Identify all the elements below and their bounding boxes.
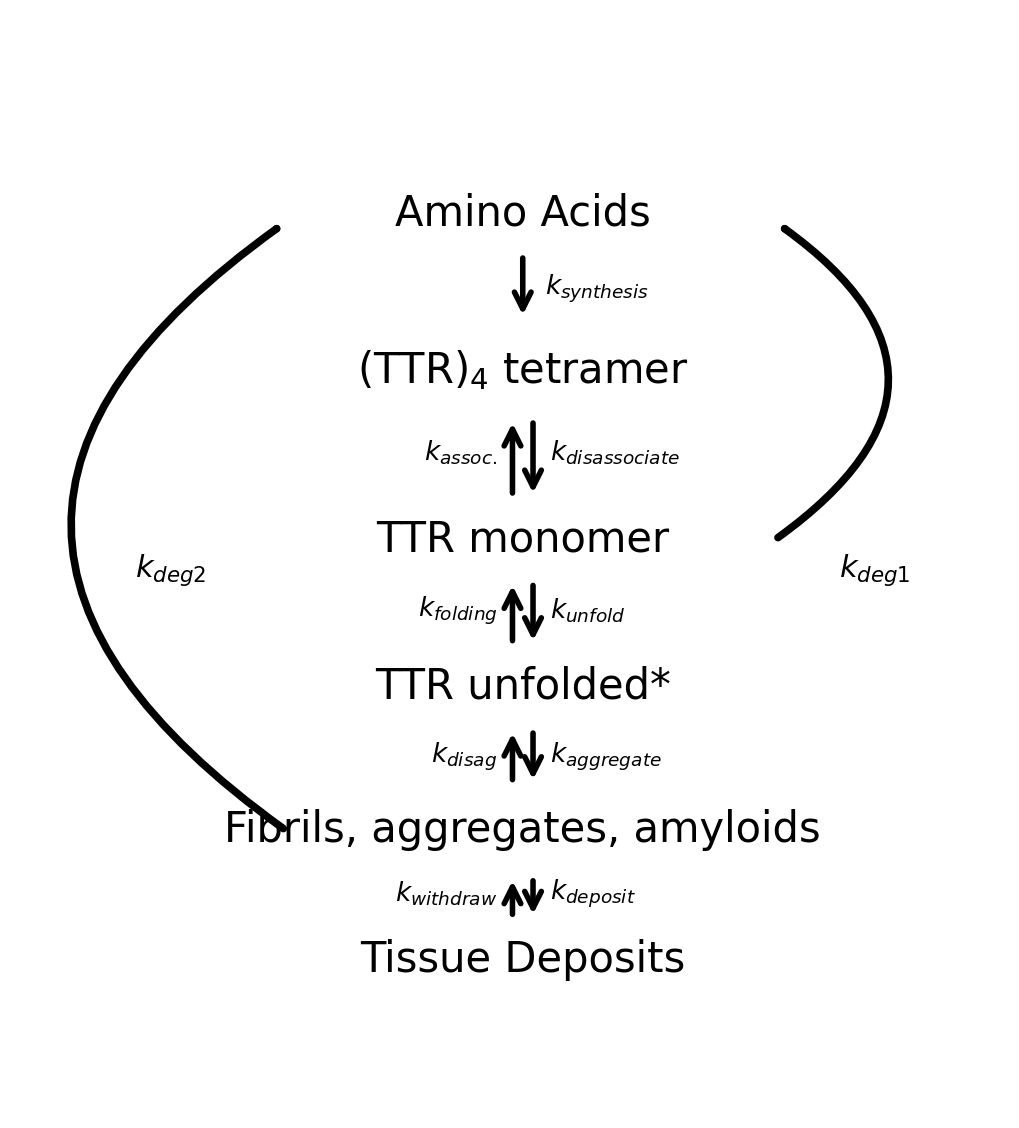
- Text: TTR monomer: TTR monomer: [376, 518, 668, 561]
- Text: TTR unfolded*: TTR unfolded*: [374, 666, 671, 708]
- Text: $k_{folding}$: $k_{folding}$: [417, 594, 497, 627]
- Text: $k_{deg2}$: $k_{deg2}$: [136, 552, 207, 588]
- Text: $k_{withdraw}$: $k_{withdraw}$: [394, 880, 497, 908]
- Text: (TTR)$_4$ tetramer: (TTR)$_4$ tetramer: [357, 347, 688, 391]
- Text: $k_{disag}$: $k_{disag}$: [431, 741, 497, 774]
- Text: $k_{synthesis}$: $k_{synthesis}$: [544, 273, 648, 306]
- Text: $k_{unfold}$: $k_{unfold}$: [550, 597, 626, 625]
- Text: $k_{aggregate}$: $k_{aggregate}$: [550, 741, 661, 774]
- Text: $k_{deg1}$: $k_{deg1}$: [838, 552, 909, 588]
- Text: Fibrils, aggregates, amyloids: Fibrils, aggregates, amyloids: [224, 809, 820, 852]
- Text: $k_{disassociate}$: $k_{disassociate}$: [550, 438, 680, 467]
- Text: Tissue Deposits: Tissue Deposits: [360, 940, 685, 981]
- Text: $k_{deposit}$: $k_{deposit}$: [550, 878, 636, 910]
- Text: Amino Acids: Amino Acids: [394, 193, 650, 235]
- Text: $k_{assoc.}$: $k_{assoc.}$: [424, 438, 497, 467]
